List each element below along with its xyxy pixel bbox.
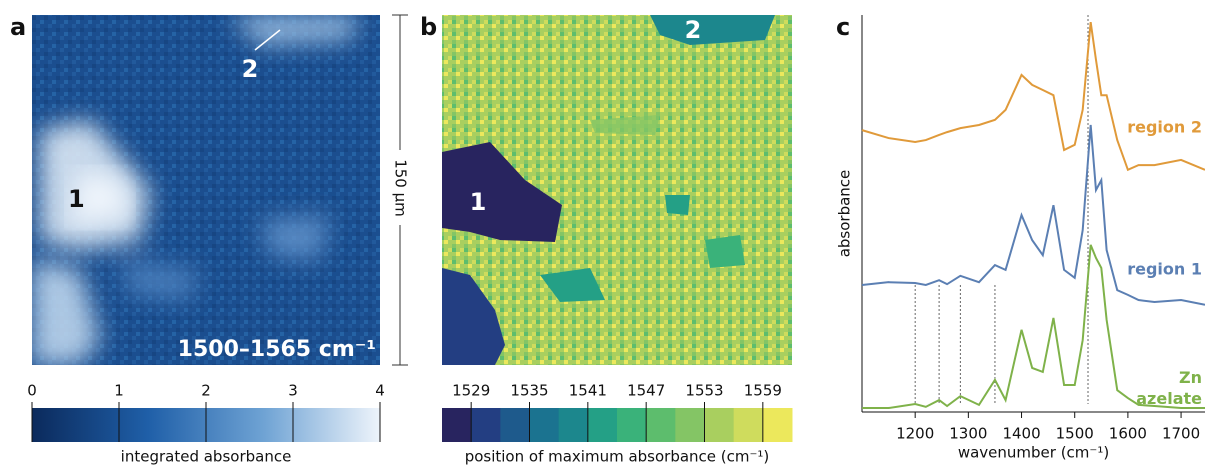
- colorbar-segment: [558, 408, 589, 442]
- colorbar-tick-label: 1559: [744, 382, 782, 400]
- colorbar-segment: [587, 408, 618, 442]
- colorbar-segment: [500, 408, 530, 442]
- series-label: Zn azelate: [1136, 368, 1202, 408]
- colorbar-segment: [471, 408, 501, 442]
- colorbar-segment: [529, 408, 560, 442]
- colorbar-segment: [675, 408, 705, 442]
- colorbar-tick-label: 1553: [685, 382, 723, 400]
- pointer: [254, 29, 281, 51]
- x-tick-label: 1500: [1056, 425, 1094, 443]
- region-label: 1: [470, 188, 487, 216]
- x-tick-label: 1300: [949, 425, 987, 443]
- scale-bar-lines: [392, 14, 408, 366]
- map-b: [442, 15, 792, 365]
- x-tick-label: 1600: [1109, 425, 1147, 443]
- colorbar-title: position of maximum absorbance (cm⁻¹): [465, 448, 770, 466]
- series-label: region 1: [1127, 260, 1202, 279]
- series-line: [861, 22, 1205, 172]
- panel-label: c: [836, 13, 850, 41]
- map-annotation: 1500–1565 cm⁻¹: [178, 337, 376, 362]
- series-line: [861, 124, 1205, 306]
- colorbar-segment: [704, 408, 735, 442]
- x-tick-label: 1400: [1002, 425, 1040, 443]
- scale-bar-label: 150 μm: [392, 159, 410, 217]
- colorbar-tick-label: 0: [27, 382, 37, 400]
- colorbar-segment: [442, 408, 472, 442]
- region-label: 1: [68, 185, 85, 213]
- colorbar-tick-label: 1535: [510, 382, 548, 400]
- colorbar-tick-label: 2: [201, 382, 211, 400]
- colorbar-tick-label: 1: [114, 382, 124, 400]
- colorbar-tick-label: 1541: [569, 382, 607, 400]
- colorbar-tick-label: 4: [375, 382, 385, 400]
- x-tick-label: 1200: [896, 425, 934, 443]
- colorbar-tick-label: 1547: [627, 382, 665, 400]
- region-label: 2: [242, 55, 259, 83]
- series-label: region 2: [1127, 118, 1202, 137]
- x-tick-label: 1700: [1162, 425, 1200, 443]
- colorbar-segment: [733, 408, 764, 442]
- panel-label: a: [10, 13, 26, 41]
- x-axis-title: wavenumber (cm⁻¹): [958, 444, 1109, 462]
- colorbar-tick-label: 3: [288, 382, 298, 400]
- y-axis-title: absorbance: [836, 170, 854, 258]
- colorbar-segment: [646, 408, 676, 442]
- colorbar-tick-label: 1529: [452, 382, 490, 400]
- series-line: [862, 244, 1205, 410]
- region-label: 2: [685, 16, 702, 44]
- colorbar-segment: [617, 408, 647, 442]
- colorbar-segment: [762, 408, 793, 442]
- colorbar-title: integrated absorbance: [121, 448, 292, 466]
- panel-label: b: [420, 13, 437, 41]
- map-a: [32, 15, 380, 365]
